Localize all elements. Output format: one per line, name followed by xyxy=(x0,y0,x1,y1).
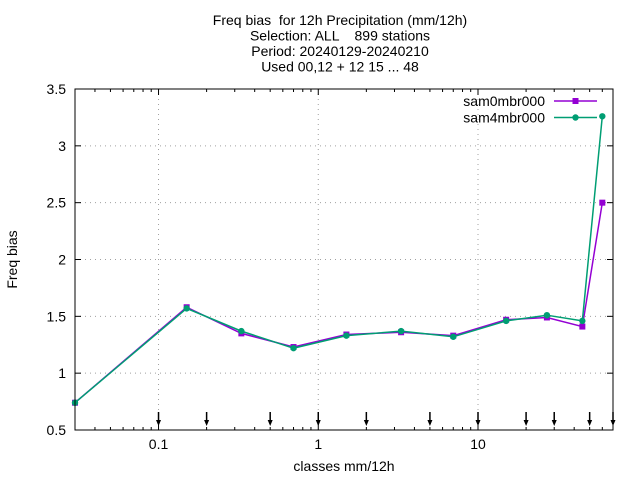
class-limit-arrow-head xyxy=(551,420,557,426)
data-point-sam0mbr000 xyxy=(599,199,606,206)
data-point-sam4mbr000 xyxy=(450,333,457,340)
data-point-sam4mbr000 xyxy=(183,305,190,312)
data-point-sam4mbr000 xyxy=(502,317,510,325)
class-limit-arrow-head xyxy=(587,420,593,426)
y-tick-label: 1 xyxy=(58,365,66,381)
data-point-sam4mbr000 xyxy=(290,344,297,352)
chart-title: Freq bias for 12h Precipitation (mm/12h)… xyxy=(213,12,467,75)
title-line: Used 00,12 + 12 15 ... 48 xyxy=(261,59,419,75)
y-tick-label: 1.5 xyxy=(47,308,67,324)
class-limit-arrow-head xyxy=(204,420,210,426)
legend-label: sam4mbr000 xyxy=(463,110,545,126)
y-tick-label: 2.5 xyxy=(47,195,67,211)
class-limit-arrows xyxy=(156,412,616,426)
data-point-sam4mbr000 xyxy=(397,327,405,335)
data-point-sam4mbr000 xyxy=(543,311,551,319)
legend-marker xyxy=(572,114,579,121)
class-limit-arrow-head xyxy=(315,420,321,426)
class-limit-arrow-head xyxy=(475,420,481,426)
data-point-sam4mbr000 xyxy=(579,317,586,325)
class-limit-arrow-head xyxy=(363,420,369,426)
data-point-sam4mbr000 xyxy=(238,327,245,335)
data-point-sam0mbr000 xyxy=(579,323,586,330)
x-tick-label: 1 xyxy=(314,436,322,452)
data-point-sam4mbr000 xyxy=(343,332,350,339)
y-axis-label: Freq bias xyxy=(4,230,20,288)
series-line-sam0mbr000 xyxy=(74,202,604,404)
title-line: Period: 20240129-20240210 xyxy=(251,43,429,59)
axis-ticks: 0.5 1 1.5 2 2.5 3 3.5 0.1 1 10 xyxy=(47,81,614,452)
class-limit-arrow-head xyxy=(427,420,433,426)
grid xyxy=(75,89,613,430)
class-limit-arrow-head xyxy=(267,420,273,426)
data-point-sam4mbr000 xyxy=(599,113,606,120)
class-limit-arrow-head xyxy=(523,420,529,426)
title-line: Selection: ALL 899 stations xyxy=(250,28,430,44)
y-tick-label: 2 xyxy=(58,252,66,268)
x-axis-label: classes mm/12h xyxy=(293,458,394,474)
x-tick-label: 10 xyxy=(470,436,486,452)
class-limit-arrow-head xyxy=(156,420,162,426)
series-line-sam4mbr000 xyxy=(74,116,604,404)
series-area xyxy=(71,113,606,406)
x-tick-label: 0.1 xyxy=(149,436,169,452)
y-tick-label: 0.5 xyxy=(47,422,67,438)
legend-label: sam0mbr000 xyxy=(463,93,545,109)
legend-marker xyxy=(572,98,579,104)
y-tick-label: 3 xyxy=(58,138,66,154)
y-tick-label: 3.5 xyxy=(47,81,67,97)
title-line: Freq bias for 12h Precipitation (mm/12h) xyxy=(213,12,467,28)
